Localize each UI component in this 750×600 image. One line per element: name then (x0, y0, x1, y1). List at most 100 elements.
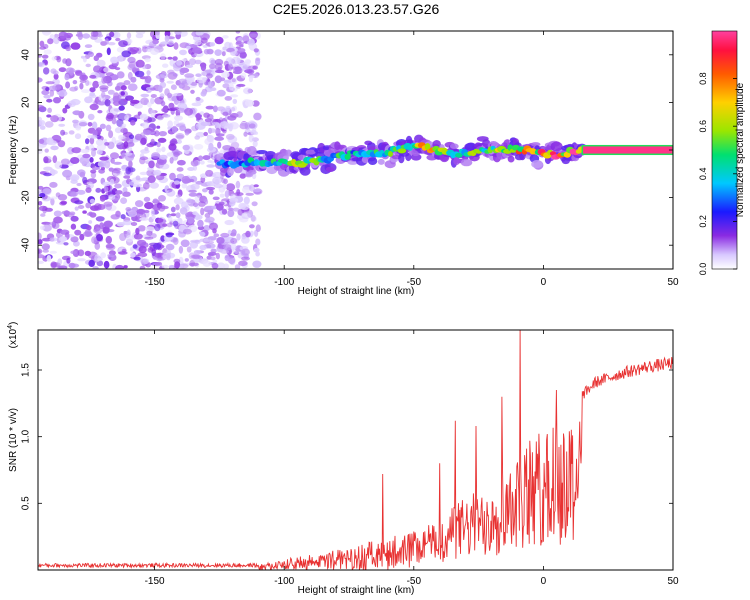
noise-cell (97, 257, 103, 261)
noise-cell (236, 233, 241, 241)
noise-cell (79, 82, 84, 90)
noise-cell (166, 80, 174, 84)
noise-cell (91, 148, 96, 157)
noise-cell (253, 189, 261, 193)
noise-cell (74, 200, 84, 205)
noise-cell (209, 63, 216, 69)
noise-cell (91, 166, 100, 171)
noise-cell (179, 68, 185, 76)
noise-cell (246, 59, 251, 67)
colorbar-tick-label: 0.2 (698, 215, 708, 228)
snr-scale-label-close: ) (8, 322, 19, 325)
ridge-halo-cell (460, 158, 473, 167)
noise-cell (110, 157, 115, 164)
noise-cell (103, 201, 113, 207)
noise-cell (220, 232, 230, 238)
noise-cell (85, 187, 92, 193)
noise-cell (174, 115, 183, 121)
noise-cell (63, 242, 69, 246)
noise-cell (88, 51, 94, 57)
noise-cell (199, 111, 205, 116)
noise-cell (76, 182, 82, 187)
noise-cell (53, 36, 60, 45)
noise-cell (206, 164, 216, 168)
noise-cell (172, 220, 179, 227)
noise-cell (39, 40, 45, 47)
noise-cell (175, 123, 186, 128)
noise-cell (214, 36, 224, 45)
noise-cell (49, 181, 58, 188)
noise-cell (95, 234, 103, 242)
noise-cell (86, 181, 93, 185)
snr-y-label: SNR (10 * v/v) (8, 408, 19, 472)
ridge-halo-cell (507, 155, 515, 163)
snr-x-ticks: -150 -100 -50 0 50 (145, 330, 679, 587)
noise-cell (173, 98, 180, 105)
noise-cell (105, 124, 112, 132)
noise-cell (242, 64, 248, 69)
noise-cell (209, 222, 218, 231)
noise-cell (238, 260, 248, 267)
noise-cell (146, 143, 155, 148)
noise-cell (133, 256, 141, 261)
noise-cell (195, 31, 204, 36)
noise-cell (84, 96, 93, 104)
noise-cell (77, 249, 85, 257)
noise-cell (82, 153, 91, 159)
y-tick-label: 0.5 (21, 496, 32, 510)
noise-cell (251, 201, 258, 207)
noise-cell (221, 51, 226, 57)
noise-cell (106, 47, 111, 56)
noise-cell (69, 86, 78, 92)
noise-cell (118, 55, 124, 62)
ridge-halo-cell (531, 160, 543, 169)
noise-cell (69, 174, 80, 182)
noise-cell (135, 59, 145, 68)
noise-cell (123, 265, 128, 269)
noise-cell (204, 69, 212, 73)
noise-cell (173, 258, 181, 264)
noise-cell (88, 220, 93, 224)
noise-cell (230, 237, 238, 244)
noise-cell (87, 113, 95, 121)
noise-cell (89, 157, 94, 163)
noise-cell (191, 102, 202, 107)
noise-cell (114, 140, 123, 145)
noise-cell (200, 121, 211, 127)
noise-cell (125, 166, 132, 175)
noise-cell (116, 71, 125, 79)
noise-cell (97, 160, 107, 168)
noise-cell (128, 210, 138, 218)
noise-cell (105, 243, 115, 249)
noise-cell (110, 152, 119, 160)
noise-cell (161, 146, 166, 153)
noise-cell (102, 181, 111, 187)
y-tick-label: -20 (21, 190, 32, 205)
noise-cell (39, 46, 46, 50)
noise-cell (192, 211, 198, 216)
noise-cell (202, 260, 212, 267)
noise-cell (162, 63, 169, 68)
noise-cell (211, 262, 219, 269)
noise-cell (45, 81, 55, 85)
noise-cell (70, 236, 79, 243)
ridge-core-cell (344, 153, 351, 160)
ridge-halo-cell (367, 157, 378, 166)
noise-cell (173, 180, 180, 185)
noise-cell (167, 56, 173, 60)
noise-cell (116, 46, 125, 53)
noise-cell (230, 243, 237, 251)
noise-cell (135, 175, 141, 181)
noise-cell (140, 149, 150, 154)
noise-cell (250, 129, 257, 135)
noise-cell (94, 227, 103, 234)
noise-cell (109, 178, 115, 185)
spectrogram-panel: -150 -100 -50 0 50 -40 -20 0 20 40 Height of str… (8, 30, 679, 297)
noise-cell (150, 87, 156, 91)
noise-cell (216, 262, 226, 269)
noise-cell (38, 77, 43, 83)
ridge-halo-cell (256, 150, 268, 155)
noise-cell (181, 183, 188, 189)
noise-cell (39, 120, 46, 126)
noise-cell (235, 31, 241, 34)
